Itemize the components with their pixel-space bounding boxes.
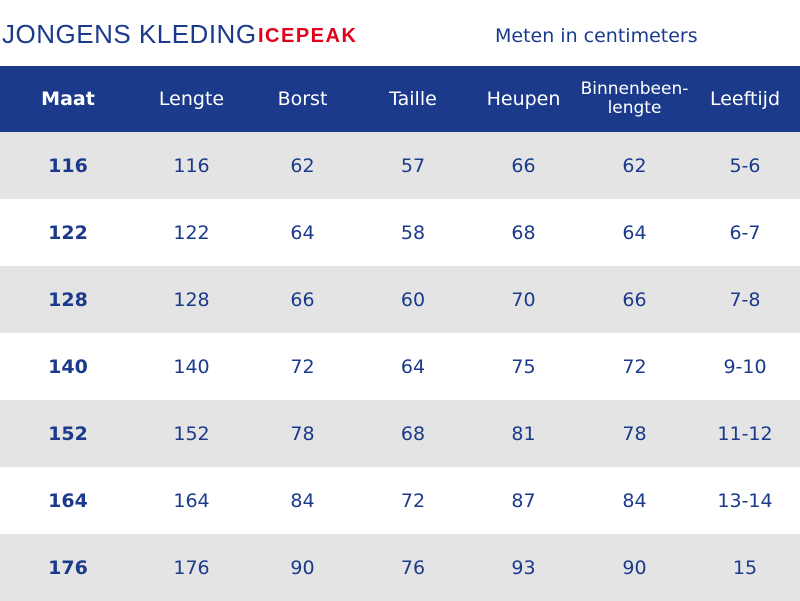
cell-borst: 84 xyxy=(290,489,315,512)
column-header-taille: Taille xyxy=(389,88,437,110)
cell-borst: 66 xyxy=(290,288,315,311)
cell-maat: 122 xyxy=(48,221,88,244)
title-bar: JONGENS KLEDING ICEPEAK Meten in centime… xyxy=(0,0,800,66)
cell-maat: 128 xyxy=(48,288,88,311)
cell-maat: 164 xyxy=(48,489,88,512)
cell-heupen: 75 xyxy=(511,355,536,378)
cell-binnenbeenlengte: 84 xyxy=(622,489,647,512)
cell-binnenbeenlengte: 78 xyxy=(622,422,647,445)
cell-taille: 60 xyxy=(400,288,426,311)
cell-binnenbeenlengte: 90 xyxy=(622,556,647,579)
cell-taille: 68 xyxy=(400,422,426,445)
cell-taille: 58 xyxy=(400,221,426,244)
cell-taille: 64 xyxy=(400,355,426,378)
brand-name: ICEPEAK xyxy=(258,25,358,47)
cell-maat: 176 xyxy=(48,556,88,579)
cell-heupen: 68 xyxy=(511,221,536,244)
cell-binnenbeenlengte: 72 xyxy=(622,355,647,378)
table-row: 128 128 66 60 70 66 7-8 xyxy=(0,266,800,333)
cell-lengte: 164 xyxy=(173,489,210,512)
column-header-heupen: Heupen xyxy=(486,88,561,110)
size-table: Maat Lengte Borst Taille Heupen Binnenbe… xyxy=(0,66,800,601)
column-header-maat: Maat xyxy=(41,88,95,110)
table-row: 122 122 64 58 68 64 6-7 xyxy=(0,199,800,266)
cell-leeftijd: 11-12 xyxy=(717,422,773,445)
cell-heupen: 93 xyxy=(511,556,536,579)
table-row: 152 152 78 68 81 78 11-12 xyxy=(0,400,800,467)
cell-lengte: 152 xyxy=(173,422,210,445)
column-header-lengte: Lengte xyxy=(158,88,225,110)
table-row: 164 164 84 72 87 84 13-14 xyxy=(0,467,800,534)
table-header-row: Maat Lengte Borst Taille Heupen Binnenbe… xyxy=(0,66,800,132)
cell-leeftijd: 13-14 xyxy=(717,489,773,512)
cell-taille: 76 xyxy=(400,556,426,579)
cell-maat: 140 xyxy=(48,355,88,378)
cell-borst: 62 xyxy=(290,154,315,177)
column-header-binnenbeenlengte: Binnenbeen-lengte xyxy=(580,79,689,118)
cell-maat: 152 xyxy=(48,422,88,445)
cell-heupen: 81 xyxy=(511,422,536,445)
cell-heupen: 87 xyxy=(511,489,536,512)
cell-leeftijd: 7-8 xyxy=(729,288,761,311)
cell-leeftijd: 5-6 xyxy=(729,154,761,177)
cell-borst: 90 xyxy=(290,556,315,579)
cell-taille: 72 xyxy=(400,489,426,512)
cell-lengte: 122 xyxy=(173,221,210,244)
cell-leeftijd: 15 xyxy=(732,556,758,579)
cell-leeftijd: 6-7 xyxy=(729,221,761,244)
cell-borst: 64 xyxy=(290,221,315,244)
cell-lengte: 140 xyxy=(173,355,210,378)
cell-heupen: 66 xyxy=(511,154,536,177)
page-title: JONGENS KLEDING xyxy=(2,19,257,49)
table-row: 176 176 90 76 93 90 15 xyxy=(0,534,800,601)
cell-borst: 72 xyxy=(290,355,315,378)
units-note: Meten in centimeters xyxy=(495,25,698,47)
cell-maat: 116 xyxy=(48,154,88,177)
table-row: 116 116 62 57 66 62 5-6 xyxy=(0,132,800,199)
cell-lengte: 128 xyxy=(173,288,210,311)
table-row: 140 140 72 64 75 72 9-10 xyxy=(0,333,800,400)
cell-heupen: 70 xyxy=(511,288,536,311)
cell-binnenbeenlengte: 62 xyxy=(622,154,647,177)
cell-leeftijd: 9-10 xyxy=(723,355,767,378)
cell-taille: 57 xyxy=(400,154,426,177)
cell-lengte: 176 xyxy=(173,556,210,579)
cell-borst: 78 xyxy=(290,422,315,445)
cell-lengte: 116 xyxy=(173,154,210,177)
cell-binnenbeenlengte: 66 xyxy=(622,288,647,311)
column-header-borst: Borst xyxy=(277,88,328,110)
cell-binnenbeenlengte: 64 xyxy=(622,221,647,244)
column-header-leeftijd: Leeftijd xyxy=(709,88,781,110)
